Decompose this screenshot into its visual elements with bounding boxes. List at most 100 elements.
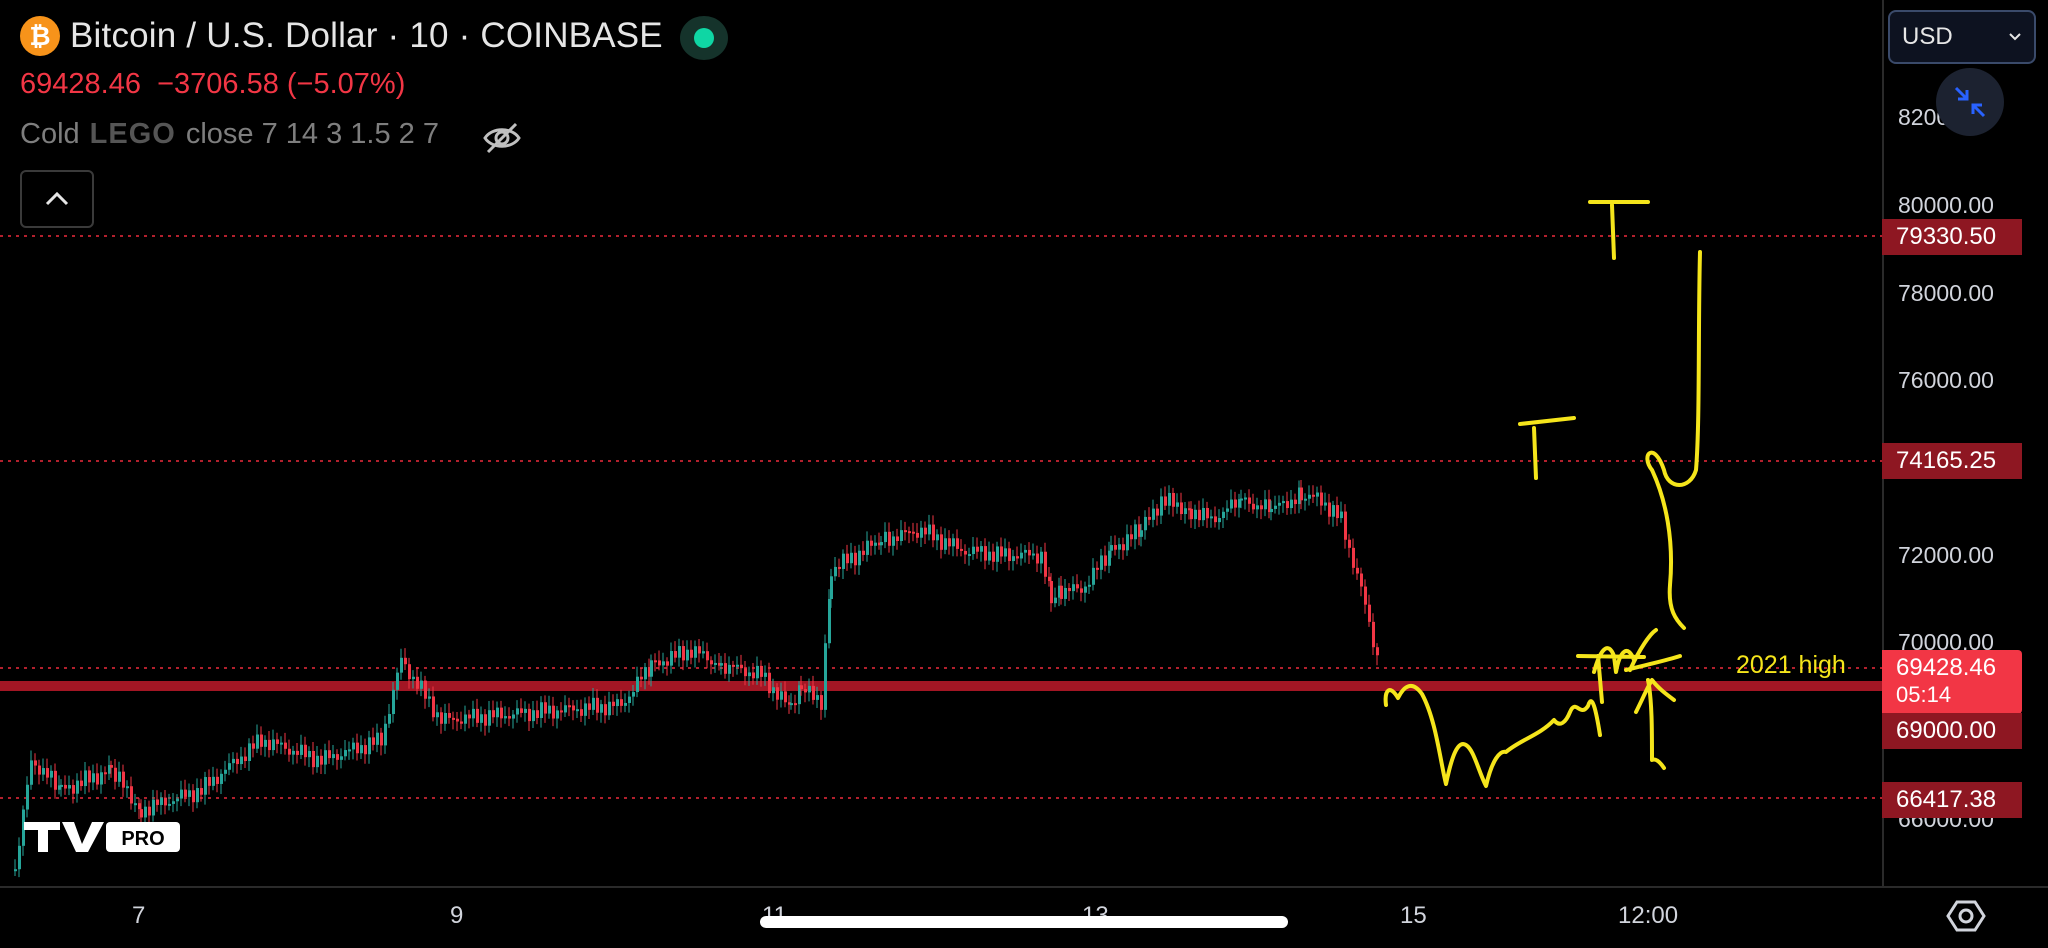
- chart-area[interactable]: [0, 0, 1882, 886]
- symbol-title[interactable]: Bitcoin / U.S. Dollar · 10 · COINBASE: [70, 16, 663, 55]
- candle-body: [690, 649, 693, 658]
- candle-body: [616, 699, 619, 707]
- candle-body: [992, 551, 995, 562]
- eye-slash-icon[interactable]: [482, 120, 522, 156]
- candle-body: [544, 702, 547, 714]
- candle-body: [940, 534, 943, 550]
- candle-body: [1320, 492, 1323, 506]
- candle-body: [952, 538, 955, 547]
- candle-body: [756, 665, 759, 679]
- candle-body: [312, 750, 315, 768]
- candle-body: [790, 703, 793, 706]
- candle-body: [260, 734, 263, 747]
- candle-body: [76, 780, 79, 794]
- axis-label-72000: 72000.00: [1898, 542, 1994, 568]
- candle-body: [484, 714, 487, 726]
- candle-body: [830, 576, 833, 600]
- candle-body: [1308, 494, 1311, 499]
- candle-body: [842, 553, 845, 569]
- candle-body: [964, 550, 967, 555]
- candle-body: [1214, 516, 1217, 523]
- candle-body: [1168, 492, 1171, 506]
- candle-body: [760, 665, 763, 677]
- candle-body: [368, 737, 371, 755]
- candle-body: [400, 657, 403, 673]
- time-label-1200: 12:00: [1618, 902, 1679, 929]
- candle-body: [420, 680, 423, 689]
- candle-body: [1304, 498, 1307, 501]
- candle-body: [812, 685, 815, 700]
- candle-body: [18, 845, 21, 870]
- candle-body: [1076, 584, 1079, 589]
- candle-body: [96, 773, 99, 785]
- candle-body: [1080, 588, 1083, 593]
- minimize-button[interactable]: [1936, 68, 2004, 136]
- candle-body: [896, 536, 899, 541]
- candle-body: [224, 769, 227, 774]
- candle-body: [1270, 508, 1273, 513]
- candle-body: [824, 643, 827, 710]
- indicator-legend[interactable]: Cold LEGO close 7 14 3 1.5 2 7: [20, 118, 439, 151]
- settings-icon[interactable]: [1946, 898, 1986, 934]
- candle-body: [1020, 552, 1023, 559]
- candlestick-series: [14, 480, 1379, 878]
- candle-body: [500, 707, 503, 719]
- currency-select[interactable]: USD: [1888, 10, 2036, 64]
- candle-body: [718, 662, 721, 666]
- candle-body: [1356, 567, 1359, 574]
- candle-body: [1312, 494, 1315, 497]
- candle-body: [492, 710, 495, 718]
- candle-body: [248, 743, 251, 761]
- candle-body: [752, 672, 755, 679]
- price-chart[interactable]: [0, 0, 1882, 886]
- candle-body: [288, 748, 291, 755]
- candle-body: [972, 546, 975, 555]
- candle-body: [670, 651, 673, 666]
- symbol-header[interactable]: ₿ Bitcoin / U.S. Dollar · 10 · COINBASE: [20, 16, 663, 56]
- candle-body: [748, 672, 751, 677]
- candle-body: [1222, 511, 1225, 519]
- time-label-15: 15: [1400, 902, 1427, 929]
- market-status-indicator[interactable]: [680, 16, 728, 60]
- candle-body: [794, 703, 797, 706]
- candle-body: [1352, 547, 1355, 568]
- candle-body: [30, 760, 33, 785]
- candle-body: [1238, 499, 1241, 508]
- candle-body: [300, 744, 303, 755]
- candle-body: [516, 708, 519, 715]
- candle-body: [1202, 507, 1205, 521]
- status-dot-icon: [694, 28, 714, 48]
- candle-body: [1064, 587, 1067, 599]
- candle-body: [1282, 501, 1285, 504]
- candle-body: [632, 692, 635, 697]
- candle-body: [468, 714, 471, 719]
- candle-body: [268, 739, 271, 751]
- candle-body: [588, 703, 591, 710]
- candle-body: [464, 714, 467, 724]
- candle-body: [460, 721, 463, 724]
- candle-body: [604, 704, 607, 716]
- candle-body: [980, 546, 983, 552]
- candle-body: [1044, 551, 1047, 577]
- candle-body: [560, 710, 563, 713]
- collapse-legend-button[interactable]: [20, 170, 94, 228]
- candle-body: [1060, 585, 1063, 599]
- candle-body: [850, 552, 853, 564]
- candle-body: [828, 599, 831, 644]
- candle-body: [164, 797, 167, 806]
- candle-body: [1144, 516, 1147, 531]
- candle-body: [694, 646, 697, 658]
- candle-body: [1264, 499, 1267, 510]
- candle-body: [232, 758, 235, 764]
- candle-body: [520, 708, 523, 713]
- time-axis[interactable]: [0, 886, 2048, 948]
- candle-body: [854, 552, 857, 566]
- candle-body: [1300, 487, 1303, 501]
- candle-body: [332, 754, 335, 759]
- candle-body: [1248, 497, 1251, 504]
- candle-body: [968, 554, 971, 557]
- candle-body: [804, 689, 807, 693]
- candle-body: [1198, 509, 1201, 521]
- candle-body: [662, 661, 665, 666]
- annotation-2021-high[interactable]: 2021 high: [1736, 651, 1846, 679]
